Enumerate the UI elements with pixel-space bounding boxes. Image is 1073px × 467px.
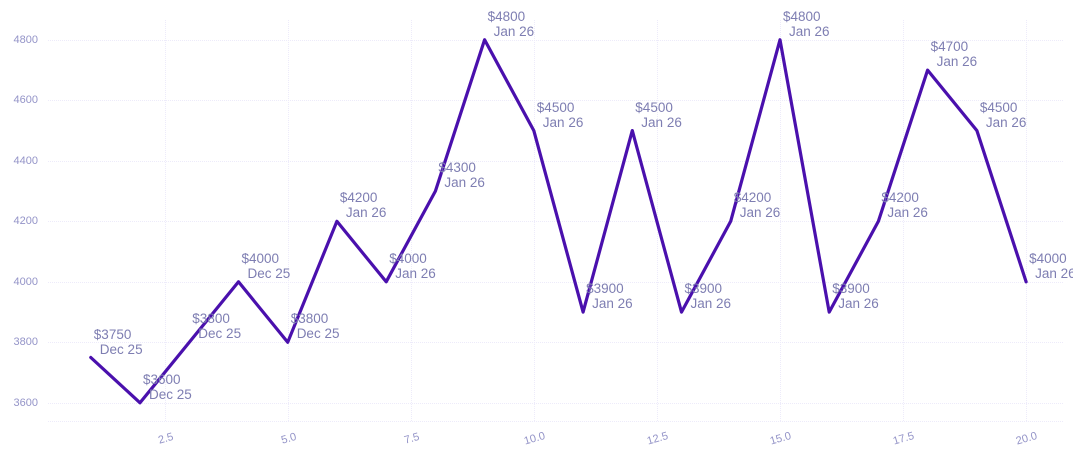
point-date: Jan 26 [395, 265, 436, 281]
point-label: $3800 Dec 25 [291, 311, 340, 341]
point-price: $4000 [241, 250, 280, 266]
point-price: $4200 [881, 190, 919, 206]
horizontal-gridline [48, 342, 1063, 344]
y-tick-label: 4200 [13, 215, 38, 228]
horizontal-gridline [48, 281, 1063, 283]
point-date: Jan 26 [789, 23, 830, 39]
point-price: $3800 [290, 311, 329, 327]
point-date: Jan 26 [838, 296, 879, 312]
y-tick-label: 4000 [13, 275, 38, 288]
point-label: $4700 Jan 26 [931, 39, 978, 69]
point-date: Jan 26 [1035, 265, 1073, 281]
point-label: $4500 Jan 26 [980, 100, 1027, 130]
y-tick-label: 3600 [13, 396, 38, 409]
point-date: Jan 26 [641, 114, 682, 130]
point-label: $4800 Jan 26 [488, 9, 535, 39]
horizontal-gridline [48, 402, 1063, 404]
point-date: Jan 26 [493, 23, 535, 39]
point-label: $4500 Jan 26 [635, 100, 682, 130]
point-date: Jan 26 [542, 114, 584, 130]
point-price: $4300 [438, 160, 476, 176]
point-label: $3750 Dec 25 [94, 327, 143, 357]
point-date: Jan 26 [887, 205, 928, 221]
y-tick-label: 4800 [13, 33, 38, 46]
point-label: $4300 Jan 26 [438, 160, 485, 190]
point-date: Dec 25 [198, 326, 242, 342]
point-date: Dec 25 [296, 326, 340, 342]
point-label: $3900 Jan 26 [832, 281, 879, 311]
point-date: Jan 26 [592, 296, 633, 312]
point-date: Jan 26 [345, 205, 387, 221]
horizontal-gridline [48, 221, 1063, 223]
point-label: $4000 Dec 25 [242, 251, 291, 281]
point-price: $4800 [487, 8, 526, 24]
point-label: $4500 Jan 26 [537, 100, 584, 130]
point-price: $4000 [1029, 250, 1067, 266]
point-price: $4800 [783, 8, 821, 24]
point-date: Jan 26 [985, 114, 1027, 130]
point-price: $4200 [733, 190, 772, 206]
point-label: $4200 Jan 26 [881, 190, 928, 220]
horizontal-gridline [48, 160, 1063, 162]
y-tick-label: 3800 [13, 336, 38, 349]
point-price: $3600 [143, 371, 181, 387]
y-tick-label: 4400 [13, 154, 38, 167]
point-date: Dec 25 [99, 341, 143, 357]
vertical-gridline [780, 20, 781, 421]
point-date: Jan 26 [739, 205, 781, 221]
vertical-gridline [410, 20, 412, 421]
point-label: $3800 Dec 25 [192, 311, 241, 341]
x-axis-line [48, 421, 1063, 422]
vertical-gridline [164, 20, 166, 421]
point-label: $3900 Jan 26 [685, 281, 732, 311]
point-date: Jan 26 [690, 296, 732, 312]
point-date: Jan 26 [936, 54, 978, 70]
point-price: $4500 [635, 99, 673, 115]
point-price: $3900 [832, 281, 870, 297]
vertical-gridline [1026, 20, 1028, 421]
point-price: $4500 [536, 99, 575, 115]
horizontal-gridline [48, 39, 1063, 41]
vertical-gridline [287, 20, 289, 421]
point-price: $3900 [586, 281, 624, 297]
vertical-gridline [903, 20, 904, 421]
y-tick-label: 4600 [13, 94, 38, 107]
point-label: $4800 Jan 26 [783, 9, 830, 39]
point-label: $4000 Jan 26 [1029, 251, 1073, 281]
point-date: Dec 25 [149, 386, 192, 402]
point-date: Dec 25 [247, 265, 291, 281]
point-price: $4500 [979, 99, 1018, 115]
point-price: $3750 [93, 326, 132, 342]
point-label: $3600 Dec 25 [143, 372, 192, 402]
point-price: $4700 [930, 39, 969, 55]
horizontal-gridline [48, 100, 1063, 102]
point-price: $4000 [389, 250, 427, 266]
point-price: $4200 [339, 190, 378, 206]
point-price: $3800 [192, 311, 230, 327]
point-label: $4000 Jan 26 [389, 251, 436, 281]
point-date: Jan 26 [444, 175, 485, 191]
vertical-gridline [533, 20, 535, 421]
point-label: $4200 Jan 26 [734, 190, 781, 220]
point-price: $3900 [684, 281, 723, 297]
price-line-path [89, 38, 1028, 405]
point-label: $3900 Jan 26 [586, 281, 633, 311]
point-label: $4200 Jan 26 [340, 190, 387, 220]
